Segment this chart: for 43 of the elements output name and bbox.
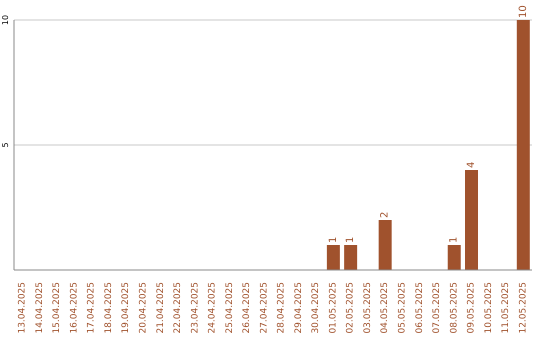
x-tick-label: 21.04.2025 bbox=[156, 282, 166, 334]
data-label: 2 bbox=[380, 212, 391, 218]
bar bbox=[465, 170, 478, 270]
x-tick-label: 03.05.2025 bbox=[362, 282, 373, 334]
x-tick-label: 04.05.2025 bbox=[380, 282, 390, 334]
x-tick-label: 12.05.2025 bbox=[518, 282, 528, 334]
x-tick-label: 15.04.2025 bbox=[52, 282, 62, 334]
x-tick-label: 27.04.2025 bbox=[259, 282, 270, 334]
bar bbox=[344, 245, 358, 270]
x-tick-label: 16.04.2025 bbox=[69, 282, 80, 334]
data-label: 1 bbox=[345, 236, 356, 243]
y-tick-label: 5 bbox=[1, 142, 10, 148]
data-label: 4 bbox=[466, 162, 478, 168]
x-tick-label: 22.04.2025 bbox=[173, 282, 184, 334]
x-tick-label: 17.04.2025 bbox=[86, 282, 97, 334]
x-tick-label: 23.04.2025 bbox=[190, 282, 200, 334]
x-tick-label: 24.04.2025 bbox=[208, 282, 218, 334]
x-tick-label: 14.04.2025 bbox=[34, 282, 45, 334]
x-tick-label: 29.04.2025 bbox=[294, 282, 304, 334]
x-tick-label: 09.05.2025 bbox=[466, 282, 477, 334]
x-tick-label: 25.04.2025 bbox=[224, 282, 235, 334]
x-tick-label: 07.05.2025 bbox=[432, 282, 442, 334]
data-label: 1 bbox=[448, 236, 460, 243]
x-tick-label: 08.05.2025 bbox=[449, 282, 460, 334]
x-tick-label: 13.04.2025 bbox=[18, 282, 28, 334]
x-tick-label: 28.04.2025 bbox=[276, 282, 287, 334]
x-tick-label: 02.05.2025 bbox=[346, 282, 356, 334]
x-tick-label: 05.05.2025 bbox=[398, 282, 408, 334]
x-tick-label: 10.05.2025 bbox=[484, 282, 494, 334]
bar bbox=[516, 20, 530, 270]
x-tick-label: 20.04.2025 bbox=[138, 282, 148, 334]
data-label: 10 bbox=[518, 5, 529, 18]
x-tick-label: 19.04.2025 bbox=[121, 282, 132, 334]
bar bbox=[448, 245, 461, 270]
x-tick-label: 26.04.2025 bbox=[242, 282, 252, 334]
data-label: 1 bbox=[328, 236, 339, 243]
x-tick-label: 11.05.2025 bbox=[501, 282, 512, 334]
x-tick-label: 30.04.2025 bbox=[311, 282, 322, 334]
x-tick-label: 06.05.2025 bbox=[414, 282, 425, 334]
x-tick-label: 01.05.2025 bbox=[328, 282, 338, 334]
x-tick-label: 18.04.2025 bbox=[104, 282, 114, 334]
bar bbox=[326, 245, 340, 270]
bar bbox=[378, 220, 392, 270]
